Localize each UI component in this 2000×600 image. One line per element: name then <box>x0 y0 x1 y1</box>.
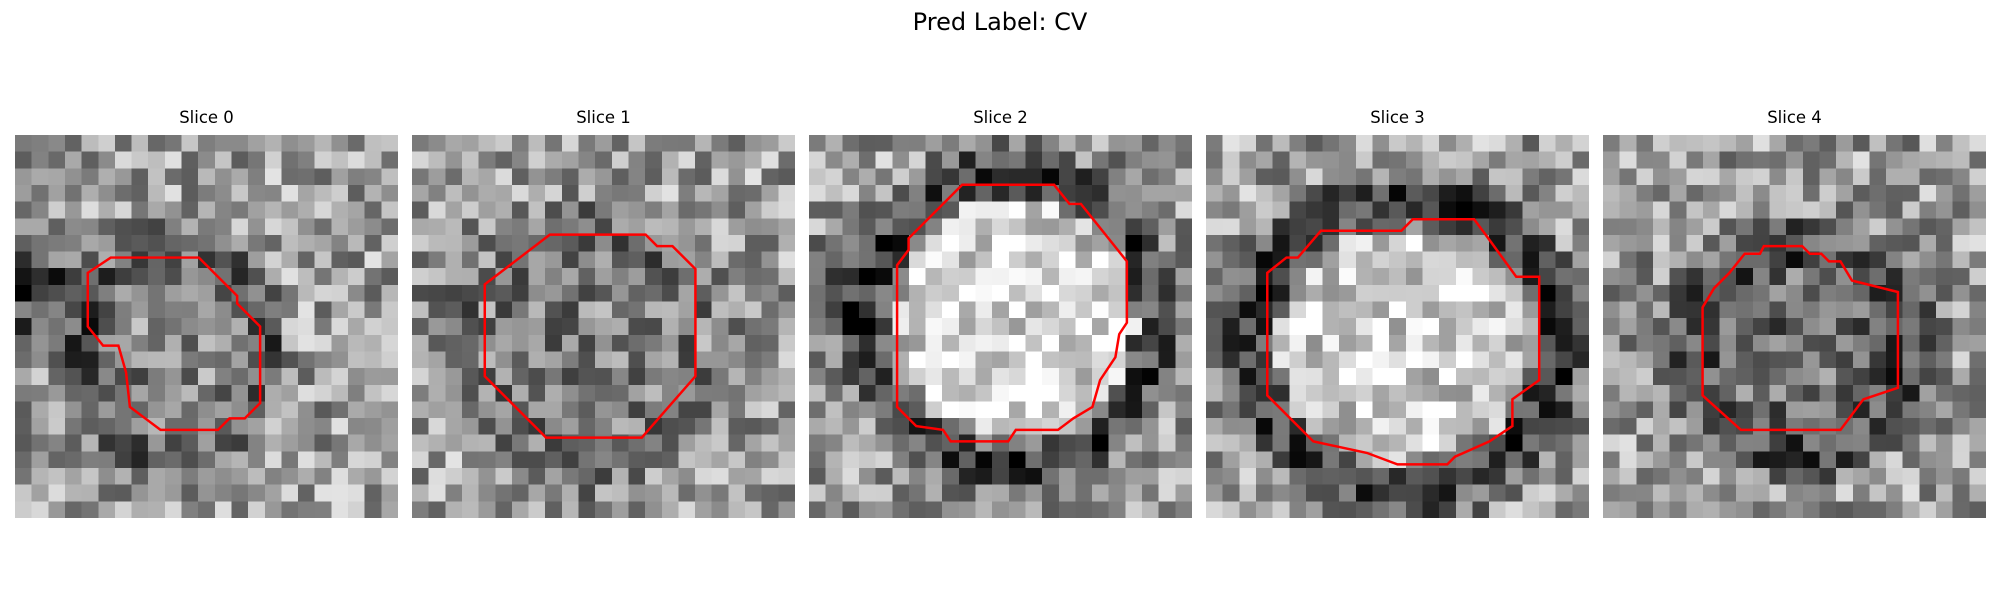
slice-title-4: Slice 4 <box>1767 108 1822 127</box>
figure-title: Pred Label: CV <box>912 8 1088 36</box>
contour-overlay-3 <box>1266 218 1541 466</box>
slice-panel-2: Slice 2 <box>809 108 1192 518</box>
contour-overlay-1 <box>483 233 697 439</box>
contour-overlay-0 <box>86 256 262 432</box>
contour-overlay-2 <box>895 183 1129 443</box>
slice-image-0 <box>15 135 398 518</box>
slice-panel-3: Slice 3 <box>1206 108 1589 518</box>
slice-title-3: Slice 3 <box>1370 108 1425 127</box>
slice-title-2: Slice 2 <box>973 108 1028 127</box>
slice-panel-0: Slice 0 <box>15 108 398 518</box>
slice-title-1: Slice 1 <box>576 108 631 127</box>
slice-image-2 <box>809 135 1192 518</box>
slice-image-3 <box>1206 135 1589 518</box>
slice-image-4 <box>1603 135 1986 518</box>
contour-overlay-4 <box>1701 244 1900 432</box>
slice-panel-1: Slice 1 <box>412 108 795 518</box>
slice-title-0: Slice 0 <box>179 108 234 127</box>
slice-panel-4: Slice 4 <box>1603 108 1986 518</box>
slice-image-1 <box>412 135 795 518</box>
